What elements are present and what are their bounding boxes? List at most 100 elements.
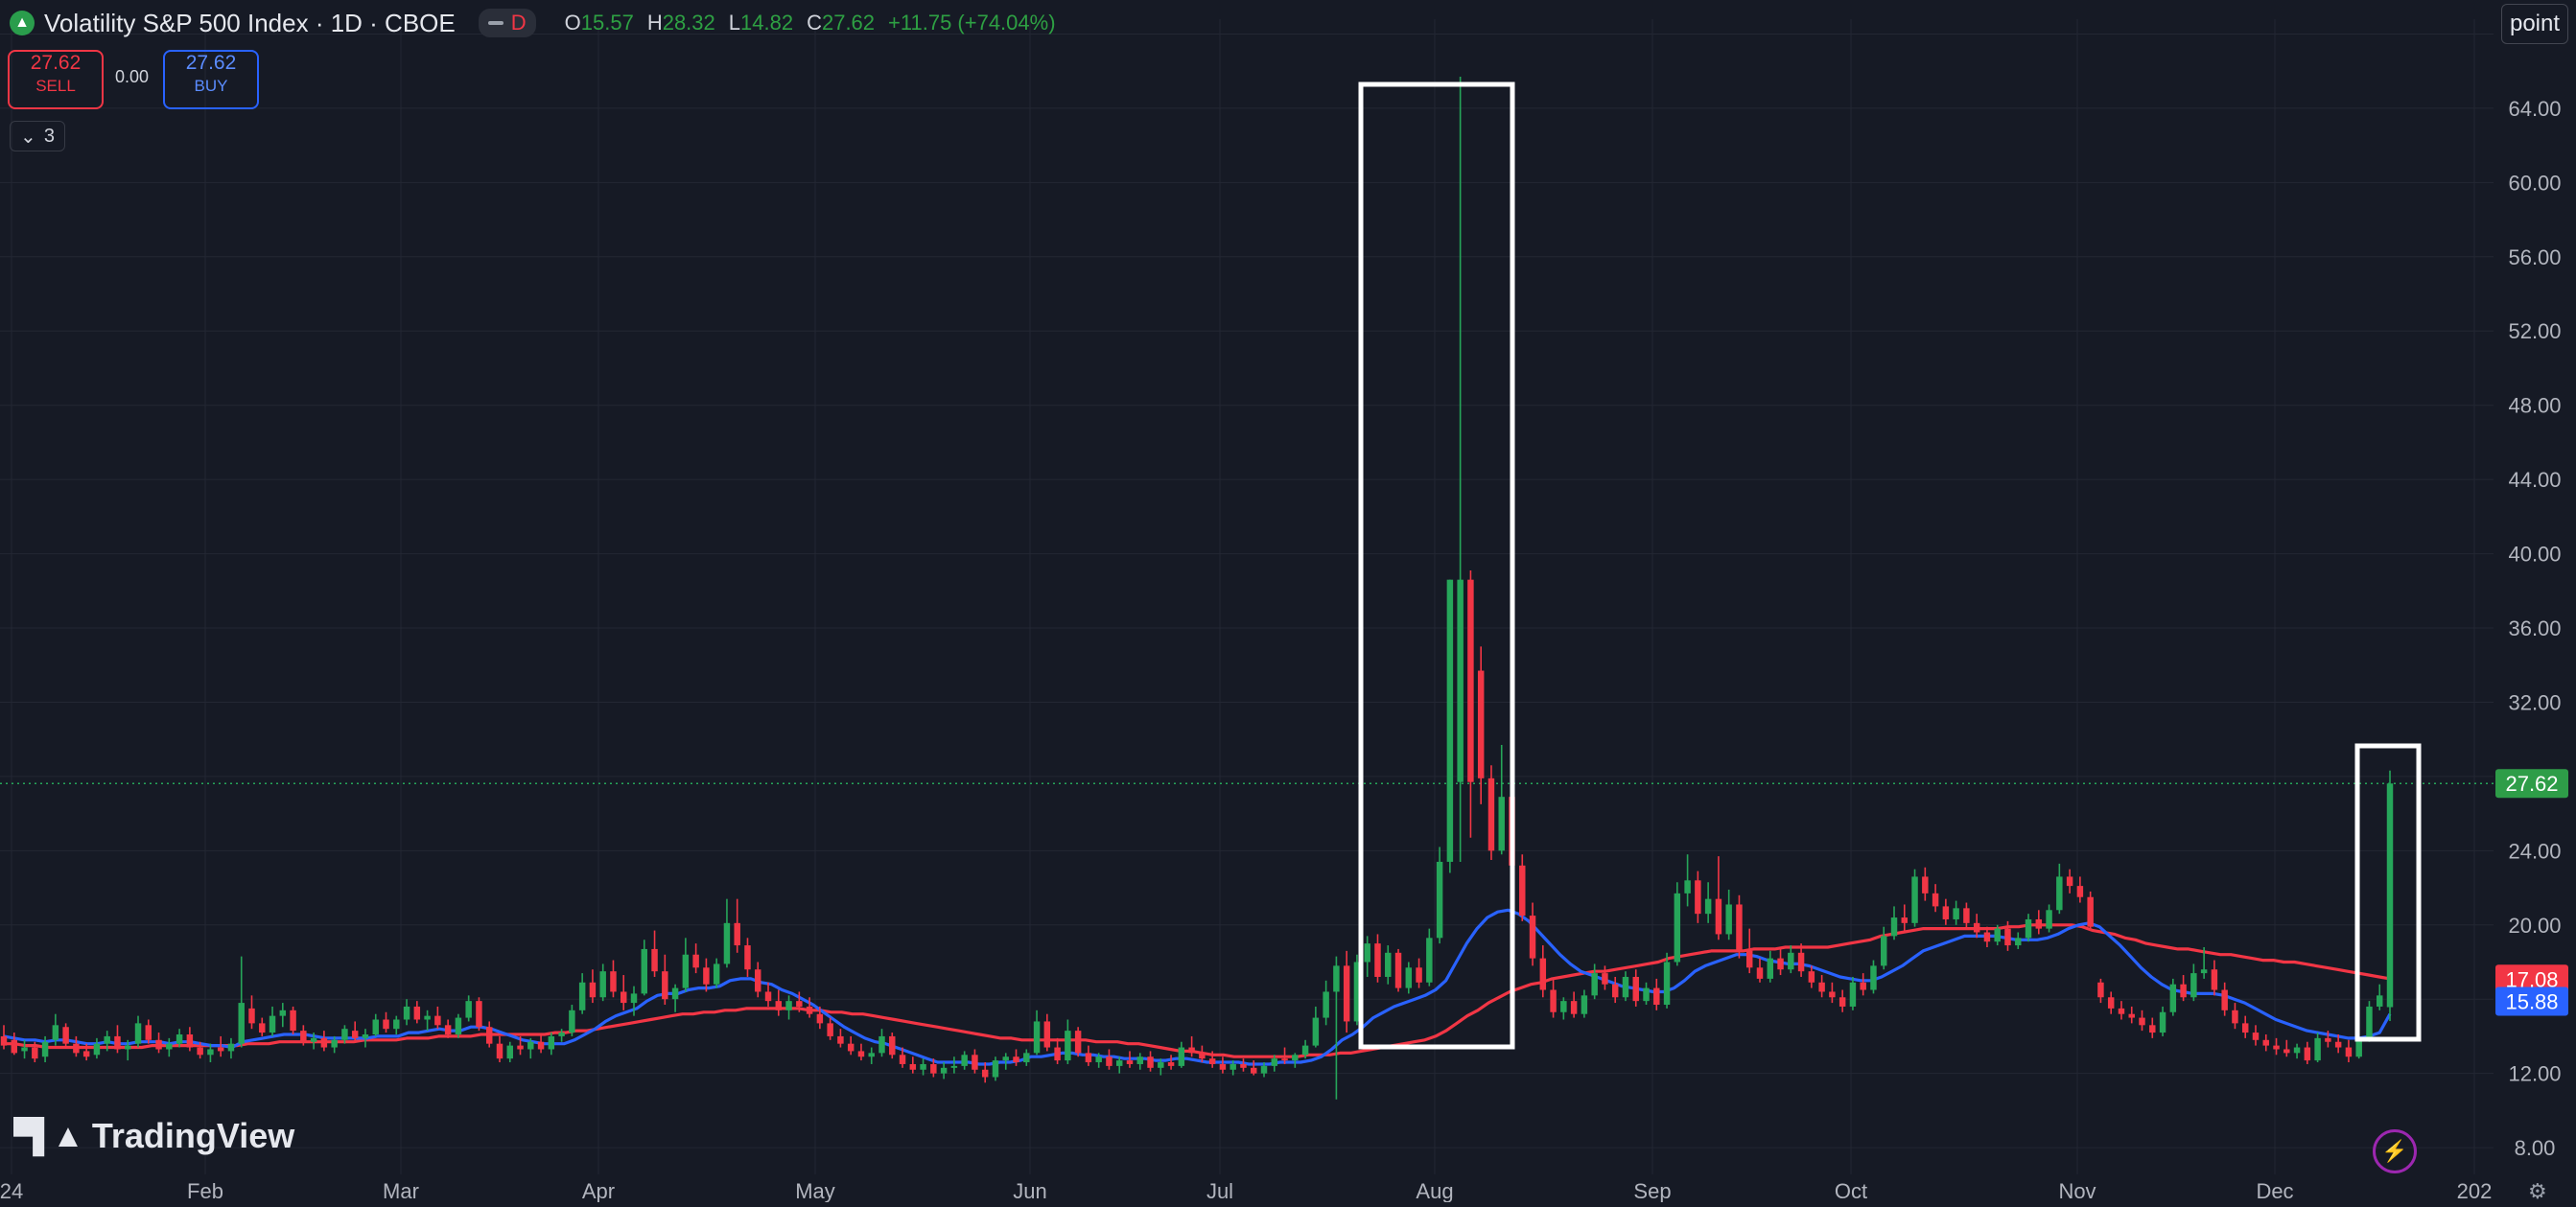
candle-body — [2376, 995, 2383, 1007]
buy-button[interactable]: 27.62 BUY — [163, 50, 259, 109]
tradingview-logo[interactable]: ▀▌▲ TradingView — [13, 1116, 294, 1156]
candle-body — [1890, 917, 1898, 937]
candle-body — [1467, 579, 1474, 782]
candle — [703, 958, 710, 992]
candle — [496, 1035, 503, 1063]
candle — [1260, 1062, 1268, 1078]
highlight-box-august — [1358, 81, 1515, 1050]
candle-body — [310, 1037, 317, 1042]
candle-body — [2241, 1023, 2249, 1033]
market-status-pill[interactable]: D — [478, 9, 536, 37]
candle-body — [899, 1055, 906, 1064]
candle-body — [1074, 1031, 1082, 1054]
candle-body — [940, 1067, 948, 1074]
candle — [2004, 920, 2011, 951]
ma-slow-label-bg — [2495, 964, 2568, 994]
candle-body — [558, 1033, 565, 1036]
candle-body — [734, 922, 740, 946]
x-tick-label: Jun — [1013, 1179, 1046, 1202]
candle — [878, 1029, 885, 1057]
y-tick-label: 32.00 — [2508, 690, 2561, 714]
candle — [1292, 1053, 1299, 1068]
flash-icon[interactable]: ⚡ — [2373, 1129, 2417, 1173]
candle — [104, 1031, 110, 1052]
candle — [930, 1058, 937, 1078]
candle-body — [1023, 1053, 1030, 1063]
candle — [961, 1051, 968, 1070]
highlight-box-december — [2354, 743, 2422, 1042]
candle-body — [868, 1053, 875, 1057]
candle-body — [1199, 1053, 1206, 1059]
highlight-boxes — [1358, 81, 2422, 1050]
candle-body — [950, 1065, 958, 1068]
candle-body — [41, 1041, 49, 1057]
candle — [755, 962, 761, 998]
candle — [2386, 770, 2394, 1022]
candle — [548, 1033, 555, 1056]
x-tick-label: Oct — [1835, 1179, 1867, 1202]
candle — [248, 995, 255, 1030]
candle-body — [1860, 982, 1866, 990]
candle — [82, 1043, 90, 1061]
candle — [558, 1029, 565, 1042]
sell-button[interactable]: 27.62 SELL — [8, 50, 104, 109]
candle-body — [2252, 1033, 2260, 1040]
candle — [857, 1043, 865, 1061]
chart-up-icon[interactable]: ▲ — [10, 11, 35, 35]
candle — [2376, 984, 2383, 1010]
candle-body — [2046, 910, 2052, 929]
candle-body — [227, 1043, 235, 1052]
y-tick-label: 60.00 — [2508, 171, 2561, 195]
candle-body — [775, 1001, 783, 1010]
candle — [992, 1056, 999, 1081]
symbol-title[interactable]: Volatility S&P 500 Index · 1D · CBOE — [44, 8, 456, 37]
candle-body — [599, 971, 606, 998]
candle — [41, 1035, 49, 1063]
candle-body — [1767, 958, 1773, 979]
candle — [320, 1031, 328, 1052]
candle-body — [2139, 1017, 2145, 1026]
candle-body — [1426, 938, 1433, 983]
candle-body — [610, 971, 617, 992]
tradingview-mark-icon: ▀▌▲ — [13, 1117, 84, 1154]
candle — [589, 969, 597, 1004]
candle — [1736, 894, 1743, 959]
candle — [2262, 1033, 2269, 1052]
candle — [2087, 891, 2094, 931]
candle-body — [1849, 982, 1857, 1007]
candle — [827, 1017, 833, 1040]
candle-body — [114, 1035, 121, 1050]
price-scale-mode-button[interactable]: point — [2501, 4, 2568, 44]
candle — [537, 1033, 545, 1054]
candle — [1023, 1049, 1030, 1066]
candle-body — [2211, 969, 2218, 990]
candle — [1374, 934, 1381, 983]
candle — [424, 1010, 431, 1032]
candle — [1932, 884, 1939, 913]
candle-body — [1106, 1056, 1112, 1066]
candle-body — [145, 1025, 152, 1040]
candle — [1632, 969, 1639, 1007]
candle — [775, 989, 783, 1016]
candle-body — [248, 1008, 255, 1024]
candle — [2169, 978, 2177, 1016]
candle — [899, 1047, 906, 1068]
candle — [93, 1037, 101, 1059]
last-price-label: 27.62 — [2505, 772, 2558, 796]
candle — [785, 995, 792, 1020]
candle-body — [1281, 1058, 1288, 1061]
candle-body — [785, 1001, 792, 1010]
candle — [1457, 77, 1464, 862]
candle-body — [259, 1023, 266, 1033]
candle-body — [341, 1029, 348, 1040]
y-tick-label: 40.00 — [2508, 543, 2561, 567]
gear-icon[interactable]: ⚙ — [2528, 1179, 2547, 1203]
candle — [2211, 960, 2218, 996]
candle — [2159, 1006, 2166, 1036]
candle-body — [1632, 976, 1639, 1002]
candle — [2139, 1010, 2145, 1032]
candle — [1167, 1055, 1175, 1070]
indicators-toggle[interactable]: ⌄ 3 — [10, 121, 65, 151]
